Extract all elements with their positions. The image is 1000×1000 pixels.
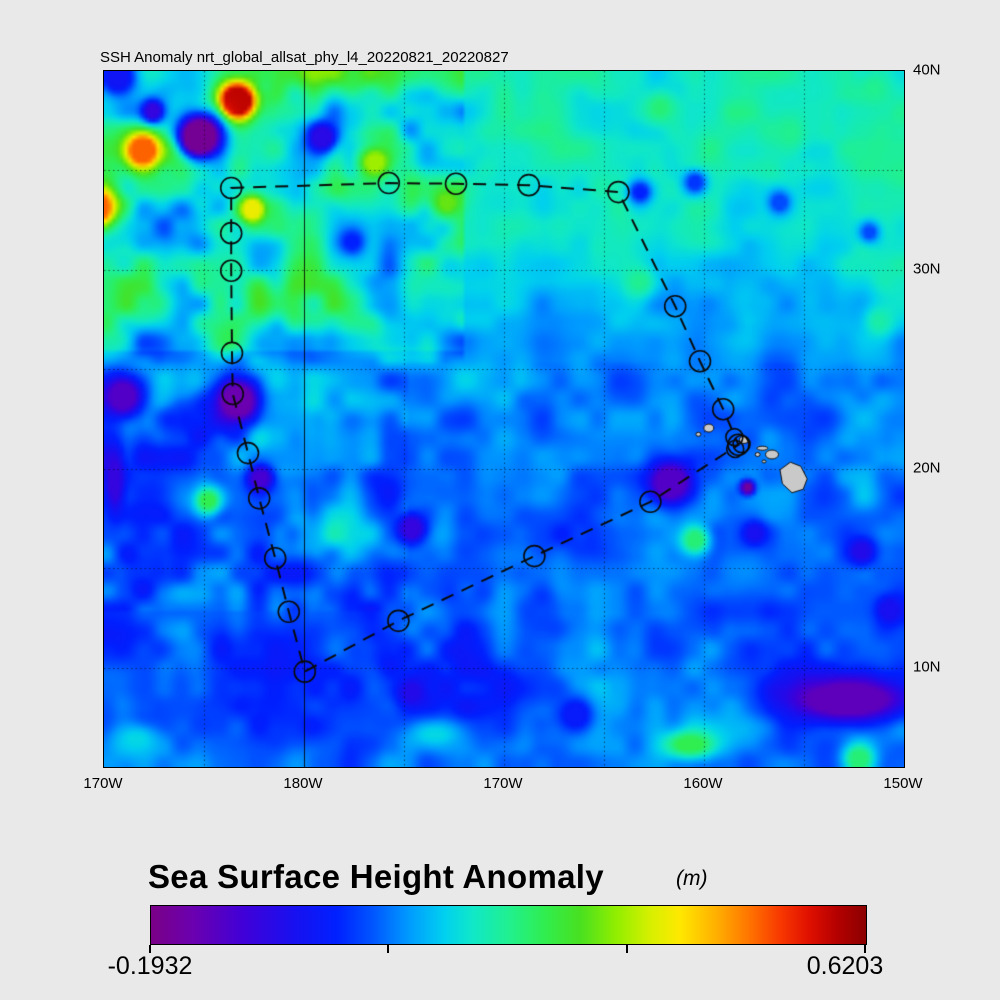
- y-tick-label: 40N: [913, 61, 941, 79]
- y-tick-label: 10N: [913, 658, 941, 676]
- colorbar-tick: [864, 945, 866, 953]
- x-tick-label: 170W: [83, 775, 123, 792]
- x-tick-label: 150W: [883, 775, 923, 792]
- colorbar-tick: [625, 945, 628, 953]
- x-tick-label: 160W: [683, 775, 723, 792]
- colorbar-tick: [149, 945, 151, 953]
- colorbar-units: (m): [676, 867, 708, 890]
- colorbar-min-label: -0.1932: [107, 952, 193, 980]
- map-title: SSH Anomaly nrt_global_allsat_phy_l4_202…: [100, 49, 509, 66]
- x-tick-label: 180W: [283, 775, 323, 792]
- x-tick-label: 170W: [483, 775, 523, 792]
- colorbar-tick: [387, 945, 390, 953]
- y-tick-label: 30N: [913, 260, 941, 278]
- colorbar-max-label: 0.6203: [806, 952, 884, 980]
- colorbar-title: Sea Surface Height Anomaly: [148, 858, 604, 895]
- y-tick-label: 20N: [913, 459, 941, 477]
- colorbar-gradient: [150, 905, 867, 945]
- ssh-anomaly-heatmap-canvas: [104, 71, 904, 767]
- map-plot-area: [103, 70, 905, 768]
